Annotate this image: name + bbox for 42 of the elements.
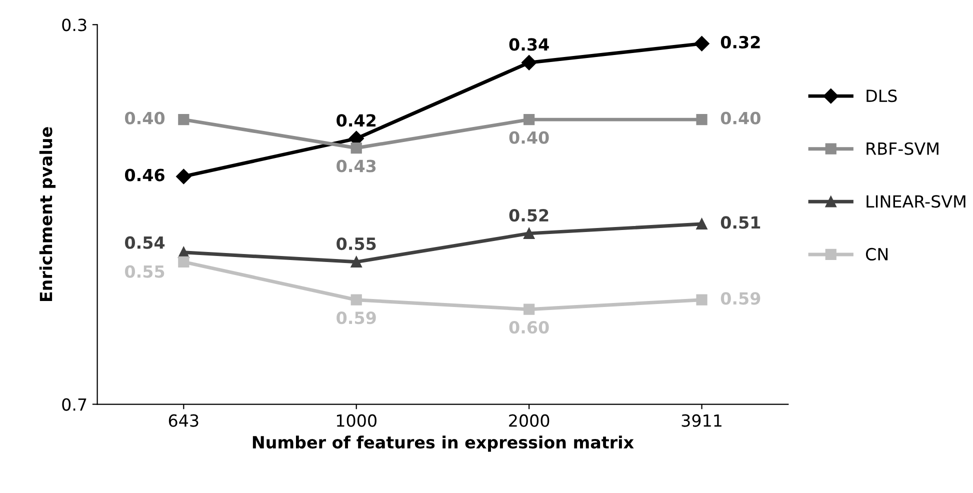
point bbox=[524, 304, 535, 315]
point bbox=[696, 294, 708, 306]
point bbox=[178, 114, 190, 126]
point bbox=[696, 114, 708, 126]
legend-label: LINEAR-SVM bbox=[866, 195, 966, 208]
data-label: 0.54 bbox=[125, 236, 165, 249]
y-axis-title: Enrichment pvalue bbox=[39, 127, 56, 301]
x-tick-label: 3911 bbox=[682, 414, 722, 427]
legend-label: DLS bbox=[866, 90, 897, 102]
data-label: 0.55 bbox=[336, 237, 376, 250]
point bbox=[178, 256, 190, 268]
data-label: 0.59 bbox=[336, 312, 376, 324]
data-label: 0.59 bbox=[720, 292, 760, 305]
data-label: 0.60 bbox=[509, 321, 549, 334]
data-label: 0.34 bbox=[509, 38, 549, 51]
x-tick-label: 643 bbox=[168, 414, 198, 427]
point bbox=[350, 256, 362, 268]
point bbox=[696, 218, 708, 230]
point bbox=[350, 294, 362, 306]
point bbox=[694, 36, 710, 52]
data-label: 0.40 bbox=[720, 112, 760, 124]
point bbox=[522, 55, 537, 70]
point bbox=[524, 114, 535, 126]
point bbox=[176, 168, 192, 184]
data-label: 0.55 bbox=[125, 265, 164, 278]
legend-label: CN bbox=[866, 248, 888, 261]
data-label: 0.46 bbox=[125, 168, 164, 182]
y-tick-label: 0.3 bbox=[62, 18, 86, 32]
y-tick-label: 0.7 bbox=[62, 398, 86, 411]
x-tick-label: 2000 bbox=[509, 414, 550, 427]
data-label: 0.32 bbox=[720, 36, 760, 48]
x-tick-label: 1000 bbox=[336, 414, 376, 427]
legend-label: RBF-SVM bbox=[866, 142, 938, 155]
data-label: 0.52 bbox=[509, 209, 548, 222]
point bbox=[350, 142, 362, 154]
x-axis-title: Number of features in expression matrix bbox=[252, 436, 634, 452]
data-label: 0.51 bbox=[720, 216, 760, 229]
data-label: 0.40 bbox=[509, 131, 549, 144]
data-label: 0.43 bbox=[336, 160, 376, 172]
data-label: 0.42 bbox=[336, 114, 376, 127]
data-label: 0.40 bbox=[125, 112, 165, 124]
point bbox=[524, 228, 535, 239]
